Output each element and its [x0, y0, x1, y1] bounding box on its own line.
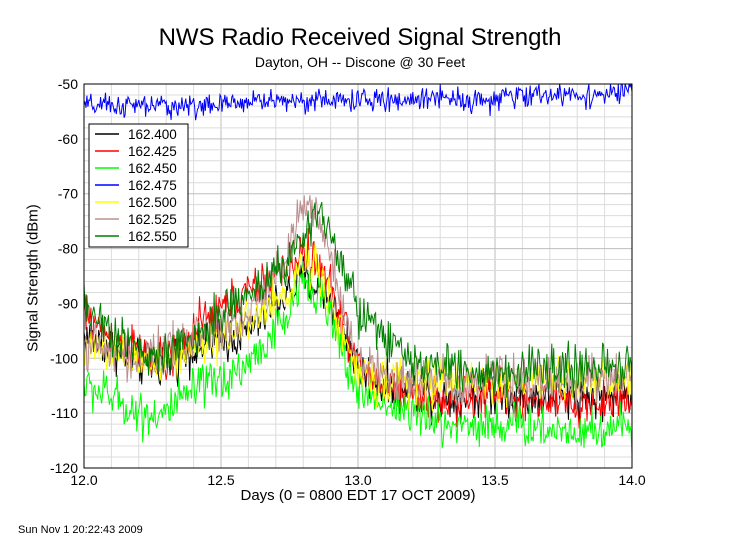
timestamp-footer: Sun Nov 1 20:22:43 2009 [18, 524, 143, 536]
x-tick-label: 13.5 [481, 472, 508, 488]
x-tick-label: 14.0 [618, 472, 645, 488]
y-tick-label: -120 [50, 460, 78, 476]
legend-entry: 162.550 [128, 229, 177, 244]
y-tick-label: -80 [58, 241, 78, 257]
x-axis-label: Days (0 = 0800 EDT 17 OCT 2009) [240, 487, 476, 504]
y-tick-label: -90 [58, 295, 78, 311]
legend-entry: 162.400 [128, 127, 177, 142]
y-tick-label: -100 [50, 350, 78, 366]
series-line-162-475 [83, 83, 633, 121]
legend-entry: 162.450 [128, 161, 177, 176]
series-line-162-550 [83, 201, 633, 398]
y-tick-label: -110 [51, 405, 78, 421]
x-tick-label: 13.0 [344, 472, 371, 488]
y-tick-label: -60 [58, 131, 78, 147]
legend-box [88, 123, 189, 248]
legend-entry: 162.500 [128, 195, 177, 210]
chart-subtitle: Dayton, OH -- Discone @ 30 Feet [254, 54, 466, 70]
x-tick-label: 12.5 [207, 472, 234, 488]
y-tick-label: -50 [58, 76, 78, 92]
x-tick-label: 12.0 [70, 472, 97, 488]
legend-entry: 162.525 [128, 212, 177, 227]
y-tick-label: -70 [58, 186, 78, 202]
plot-frame [83, 83, 633, 469]
legend-entry: 162.425 [128, 144, 177, 159]
series-line-162-525 [83, 195, 633, 412]
legend-entry: 162.475 [128, 178, 177, 193]
y-axis-label: Signal Strength (dBm) [24, 204, 42, 352]
chart-title: NWS Radio Received Signal Strength [158, 24, 562, 51]
